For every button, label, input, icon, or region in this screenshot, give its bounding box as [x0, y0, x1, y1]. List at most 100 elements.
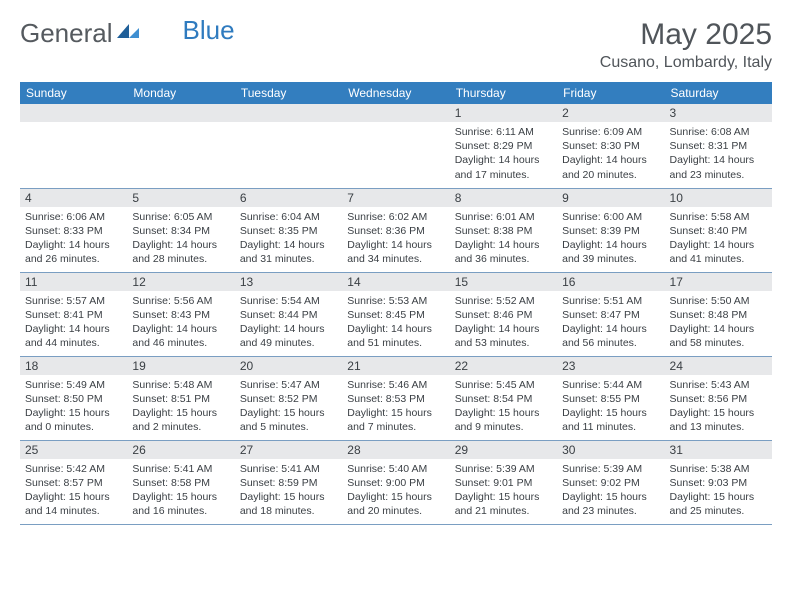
day-number: 27	[235, 441, 342, 459]
calendar-day-cell: 11Sunrise: 5:57 AMSunset: 8:41 PMDayligh…	[20, 272, 127, 356]
sunset-text: Sunset: 8:58 PM	[132, 476, 229, 490]
sunrise-text: Sunrise: 5:38 AM	[670, 462, 767, 476]
daylight-text: Daylight: 15 hours and 0 minutes.	[25, 406, 122, 434]
weekday-header: Thursday	[450, 82, 557, 104]
sunrise-text: Sunrise: 6:00 AM	[562, 210, 659, 224]
sunset-text: Sunset: 8:30 PM	[562, 139, 659, 153]
daylight-text: Daylight: 14 hours and 20 minutes.	[562, 153, 659, 181]
day-details: Sunrise: 6:01 AMSunset: 8:38 PMDaylight:…	[450, 207, 557, 270]
sunset-text: Sunset: 9:00 PM	[347, 476, 444, 490]
sunrise-text: Sunrise: 5:53 AM	[347, 294, 444, 308]
calendar-day-cell: 23Sunrise: 5:44 AMSunset: 8:55 PMDayligh…	[557, 356, 664, 440]
day-number: 11	[20, 273, 127, 291]
sunset-text: Sunset: 8:55 PM	[562, 392, 659, 406]
sunset-text: Sunset: 8:35 PM	[240, 224, 337, 238]
day-details: Sunrise: 5:47 AMSunset: 8:52 PMDaylight:…	[235, 375, 342, 438]
day-number: 26	[127, 441, 234, 459]
day-number: 28	[342, 441, 449, 459]
daylight-text: Daylight: 14 hours and 56 minutes.	[562, 322, 659, 350]
sunrise-text: Sunrise: 5:45 AM	[455, 378, 552, 392]
calendar-week-row: 4Sunrise: 6:06 AMSunset: 8:33 PMDaylight…	[20, 188, 772, 272]
sunrise-text: Sunrise: 6:01 AM	[455, 210, 552, 224]
logo-triangle-icon	[117, 14, 139, 45]
daylight-text: Daylight: 15 hours and 18 minutes.	[240, 490, 337, 518]
sunset-text: Sunset: 8:44 PM	[240, 308, 337, 322]
title-block: May 2025 Cusano, Lombardy, Italy	[600, 18, 772, 72]
location-text: Cusano, Lombardy, Italy	[600, 54, 772, 72]
calendar-day-cell: 13Sunrise: 5:54 AMSunset: 8:44 PMDayligh…	[235, 272, 342, 356]
calendar-page: General Blue May 2025 Cusano, Lombardy, …	[0, 0, 792, 535]
sunrise-text: Sunrise: 6:06 AM	[25, 210, 122, 224]
sunset-text: Sunset: 8:38 PM	[455, 224, 552, 238]
day-details: Sunrise: 5:41 AMSunset: 8:59 PMDaylight:…	[235, 459, 342, 522]
calendar-day-cell: 24Sunrise: 5:43 AMSunset: 8:56 PMDayligh…	[665, 356, 772, 440]
day-details: Sunrise: 5:54 AMSunset: 8:44 PMDaylight:…	[235, 291, 342, 354]
day-details: Sunrise: 5:51 AMSunset: 8:47 PMDaylight:…	[557, 291, 664, 354]
sunrise-text: Sunrise: 5:58 AM	[670, 210, 767, 224]
day-details: Sunrise: 5:45 AMSunset: 8:54 PMDaylight:…	[450, 375, 557, 438]
day-details: Sunrise: 6:11 AMSunset: 8:29 PMDaylight:…	[450, 122, 557, 185]
daylight-text: Daylight: 15 hours and 5 minutes.	[240, 406, 337, 434]
sunset-text: Sunset: 8:51 PM	[132, 392, 229, 406]
day-number: 20	[235, 357, 342, 375]
daylight-text: Daylight: 14 hours and 26 minutes.	[25, 238, 122, 266]
daylight-text: Daylight: 14 hours and 36 minutes.	[455, 238, 552, 266]
sunset-text: Sunset: 8:43 PM	[132, 308, 229, 322]
calendar-day-cell: 9Sunrise: 6:00 AMSunset: 8:39 PMDaylight…	[557, 188, 664, 272]
daylight-text: Daylight: 14 hours and 41 minutes.	[670, 238, 767, 266]
sunrise-text: Sunrise: 5:48 AM	[132, 378, 229, 392]
day-details: Sunrise: 5:39 AMSunset: 9:02 PMDaylight:…	[557, 459, 664, 522]
sunset-text: Sunset: 8:54 PM	[455, 392, 552, 406]
day-number: 1	[450, 104, 557, 122]
daylight-text: Daylight: 14 hours and 34 minutes.	[347, 238, 444, 266]
day-details: Sunrise: 6:02 AMSunset: 8:36 PMDaylight:…	[342, 207, 449, 270]
day-details: Sunrise: 6:05 AMSunset: 8:34 PMDaylight:…	[127, 207, 234, 270]
calendar-day-cell: 30Sunrise: 5:39 AMSunset: 9:02 PMDayligh…	[557, 440, 664, 524]
day-number	[235, 104, 342, 122]
sunrise-text: Sunrise: 5:57 AM	[25, 294, 122, 308]
calendar-day-cell: 3Sunrise: 6:08 AMSunset: 8:31 PMDaylight…	[665, 104, 772, 188]
calendar-day-cell: 10Sunrise: 5:58 AMSunset: 8:40 PMDayligh…	[665, 188, 772, 272]
day-details: Sunrise: 5:53 AMSunset: 8:45 PMDaylight:…	[342, 291, 449, 354]
daylight-text: Daylight: 15 hours and 13 minutes.	[670, 406, 767, 434]
sunset-text: Sunset: 8:41 PM	[25, 308, 122, 322]
day-number: 17	[665, 273, 772, 291]
day-number: 21	[342, 357, 449, 375]
calendar-day-cell	[342, 104, 449, 188]
calendar-day-cell: 27Sunrise: 5:41 AMSunset: 8:59 PMDayligh…	[235, 440, 342, 524]
day-number: 6	[235, 189, 342, 207]
sunrise-text: Sunrise: 5:50 AM	[670, 294, 767, 308]
day-number: 8	[450, 189, 557, 207]
calendar-day-cell: 22Sunrise: 5:45 AMSunset: 8:54 PMDayligh…	[450, 356, 557, 440]
day-number: 4	[20, 189, 127, 207]
calendar-head: SundayMondayTuesdayWednesdayThursdayFrid…	[20, 82, 772, 104]
calendar-day-cell: 17Sunrise: 5:50 AMSunset: 8:48 PMDayligh…	[665, 272, 772, 356]
sunrise-text: Sunrise: 6:09 AM	[562, 125, 659, 139]
sunset-text: Sunset: 8:47 PM	[562, 308, 659, 322]
daylight-text: Daylight: 15 hours and 7 minutes.	[347, 406, 444, 434]
calendar-day-cell: 18Sunrise: 5:49 AMSunset: 8:50 PMDayligh…	[20, 356, 127, 440]
weekday-header: Wednesday	[342, 82, 449, 104]
logo: General Blue	[20, 18, 235, 49]
daylight-text: Daylight: 14 hours and 58 minutes.	[670, 322, 767, 350]
day-number	[342, 104, 449, 122]
sunset-text: Sunset: 9:03 PM	[670, 476, 767, 490]
daylight-text: Daylight: 14 hours and 39 minutes.	[562, 238, 659, 266]
day-number: 23	[557, 357, 664, 375]
sunset-text: Sunset: 8:36 PM	[347, 224, 444, 238]
calendar-day-cell: 28Sunrise: 5:40 AMSunset: 9:00 PMDayligh…	[342, 440, 449, 524]
daylight-text: Daylight: 15 hours and 2 minutes.	[132, 406, 229, 434]
day-details: Sunrise: 5:52 AMSunset: 8:46 PMDaylight:…	[450, 291, 557, 354]
calendar-day-cell: 16Sunrise: 5:51 AMSunset: 8:47 PMDayligh…	[557, 272, 664, 356]
day-number: 9	[557, 189, 664, 207]
calendar-day-cell: 20Sunrise: 5:47 AMSunset: 8:52 PMDayligh…	[235, 356, 342, 440]
page-title: May 2025	[600, 18, 772, 52]
day-number: 15	[450, 273, 557, 291]
day-details: Sunrise: 5:49 AMSunset: 8:50 PMDaylight:…	[20, 375, 127, 438]
day-number: 13	[235, 273, 342, 291]
day-number: 29	[450, 441, 557, 459]
calendar-day-cell: 1Sunrise: 6:11 AMSunset: 8:29 PMDaylight…	[450, 104, 557, 188]
day-number: 24	[665, 357, 772, 375]
day-details: Sunrise: 5:57 AMSunset: 8:41 PMDaylight:…	[20, 291, 127, 354]
sunrise-text: Sunrise: 5:51 AM	[562, 294, 659, 308]
